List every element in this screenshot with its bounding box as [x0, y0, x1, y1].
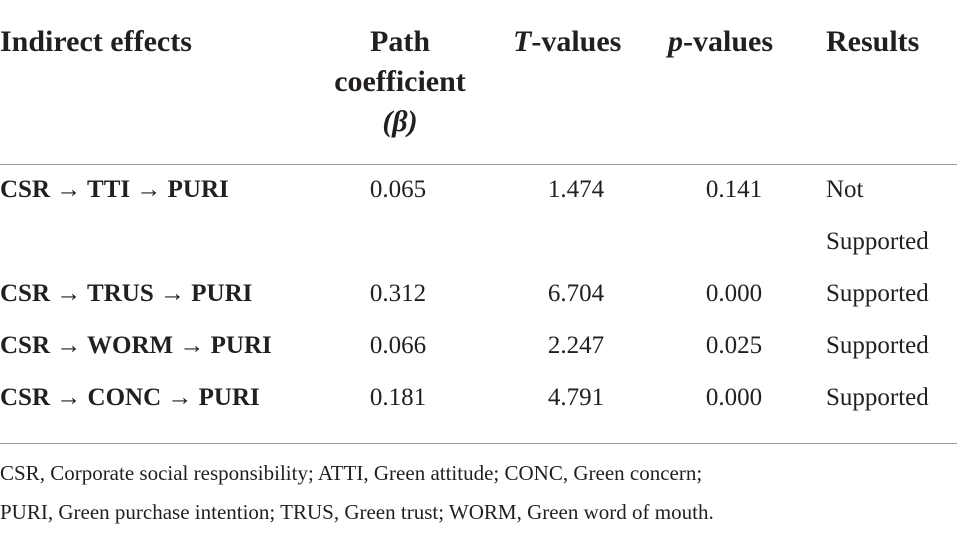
row-1-beta: 0.065: [369, 176, 427, 203]
row-4-beta: 0.181: [369, 384, 427, 411]
header-p-values-text: -values: [683, 25, 773, 58]
header-path-line2: coefficient: [334, 65, 466, 98]
row-1-result-line1: Not: [826, 176, 864, 203]
row-4-result: Supported: [826, 384, 929, 411]
row-2-beta: 0.312: [369, 280, 427, 307]
bottom-rule: [0, 443, 957, 444]
row-4-effect: CSR → CONC → PURI: [0, 384, 260, 411]
header-p-values: p-values: [668, 25, 773, 58]
row-3-beta: 0.066: [369, 332, 427, 359]
row-4-t: 4.791: [547, 384, 605, 411]
footnote-line2: PURI, Green purchase intention; TRUS, Gr…: [0, 500, 714, 524]
header-results: Results: [826, 25, 920, 58]
row-3-p: 0.025: [705, 332, 763, 359]
row-1-effect: CSR → TTI → PURI: [0, 176, 229, 203]
header-rule: [0, 164, 957, 165]
row-2-t: 6.704: [547, 280, 605, 307]
row-4-p: 0.000: [705, 384, 763, 411]
header-t-values-text: -values: [531, 25, 622, 58]
header-path-line1: Path: [370, 25, 430, 58]
header-path-coefficient: Path coefficient (β): [300, 22, 500, 142]
header-t-values: T-values: [513, 25, 622, 58]
row-2-effect: CSR → TRUS → PURI: [0, 280, 253, 307]
header-path-line3: (β): [382, 105, 418, 138]
row-3-t: 2.247: [547, 332, 605, 359]
row-3-effect: CSR → WORM → PURI: [0, 332, 272, 359]
row-2-p: 0.000: [705, 280, 763, 307]
row-2-result: Supported: [826, 280, 929, 307]
row-3-result: Supported: [826, 332, 929, 359]
row-1-result-line2: Supported: [826, 228, 929, 255]
row-1-p: 0.141: [705, 176, 763, 203]
header-indirect-effects: Indirect effects: [0, 25, 192, 58]
row-1-t: 1.474: [547, 176, 605, 203]
footnote-line1: CSR, Corporate social responsibility; AT…: [0, 461, 703, 485]
